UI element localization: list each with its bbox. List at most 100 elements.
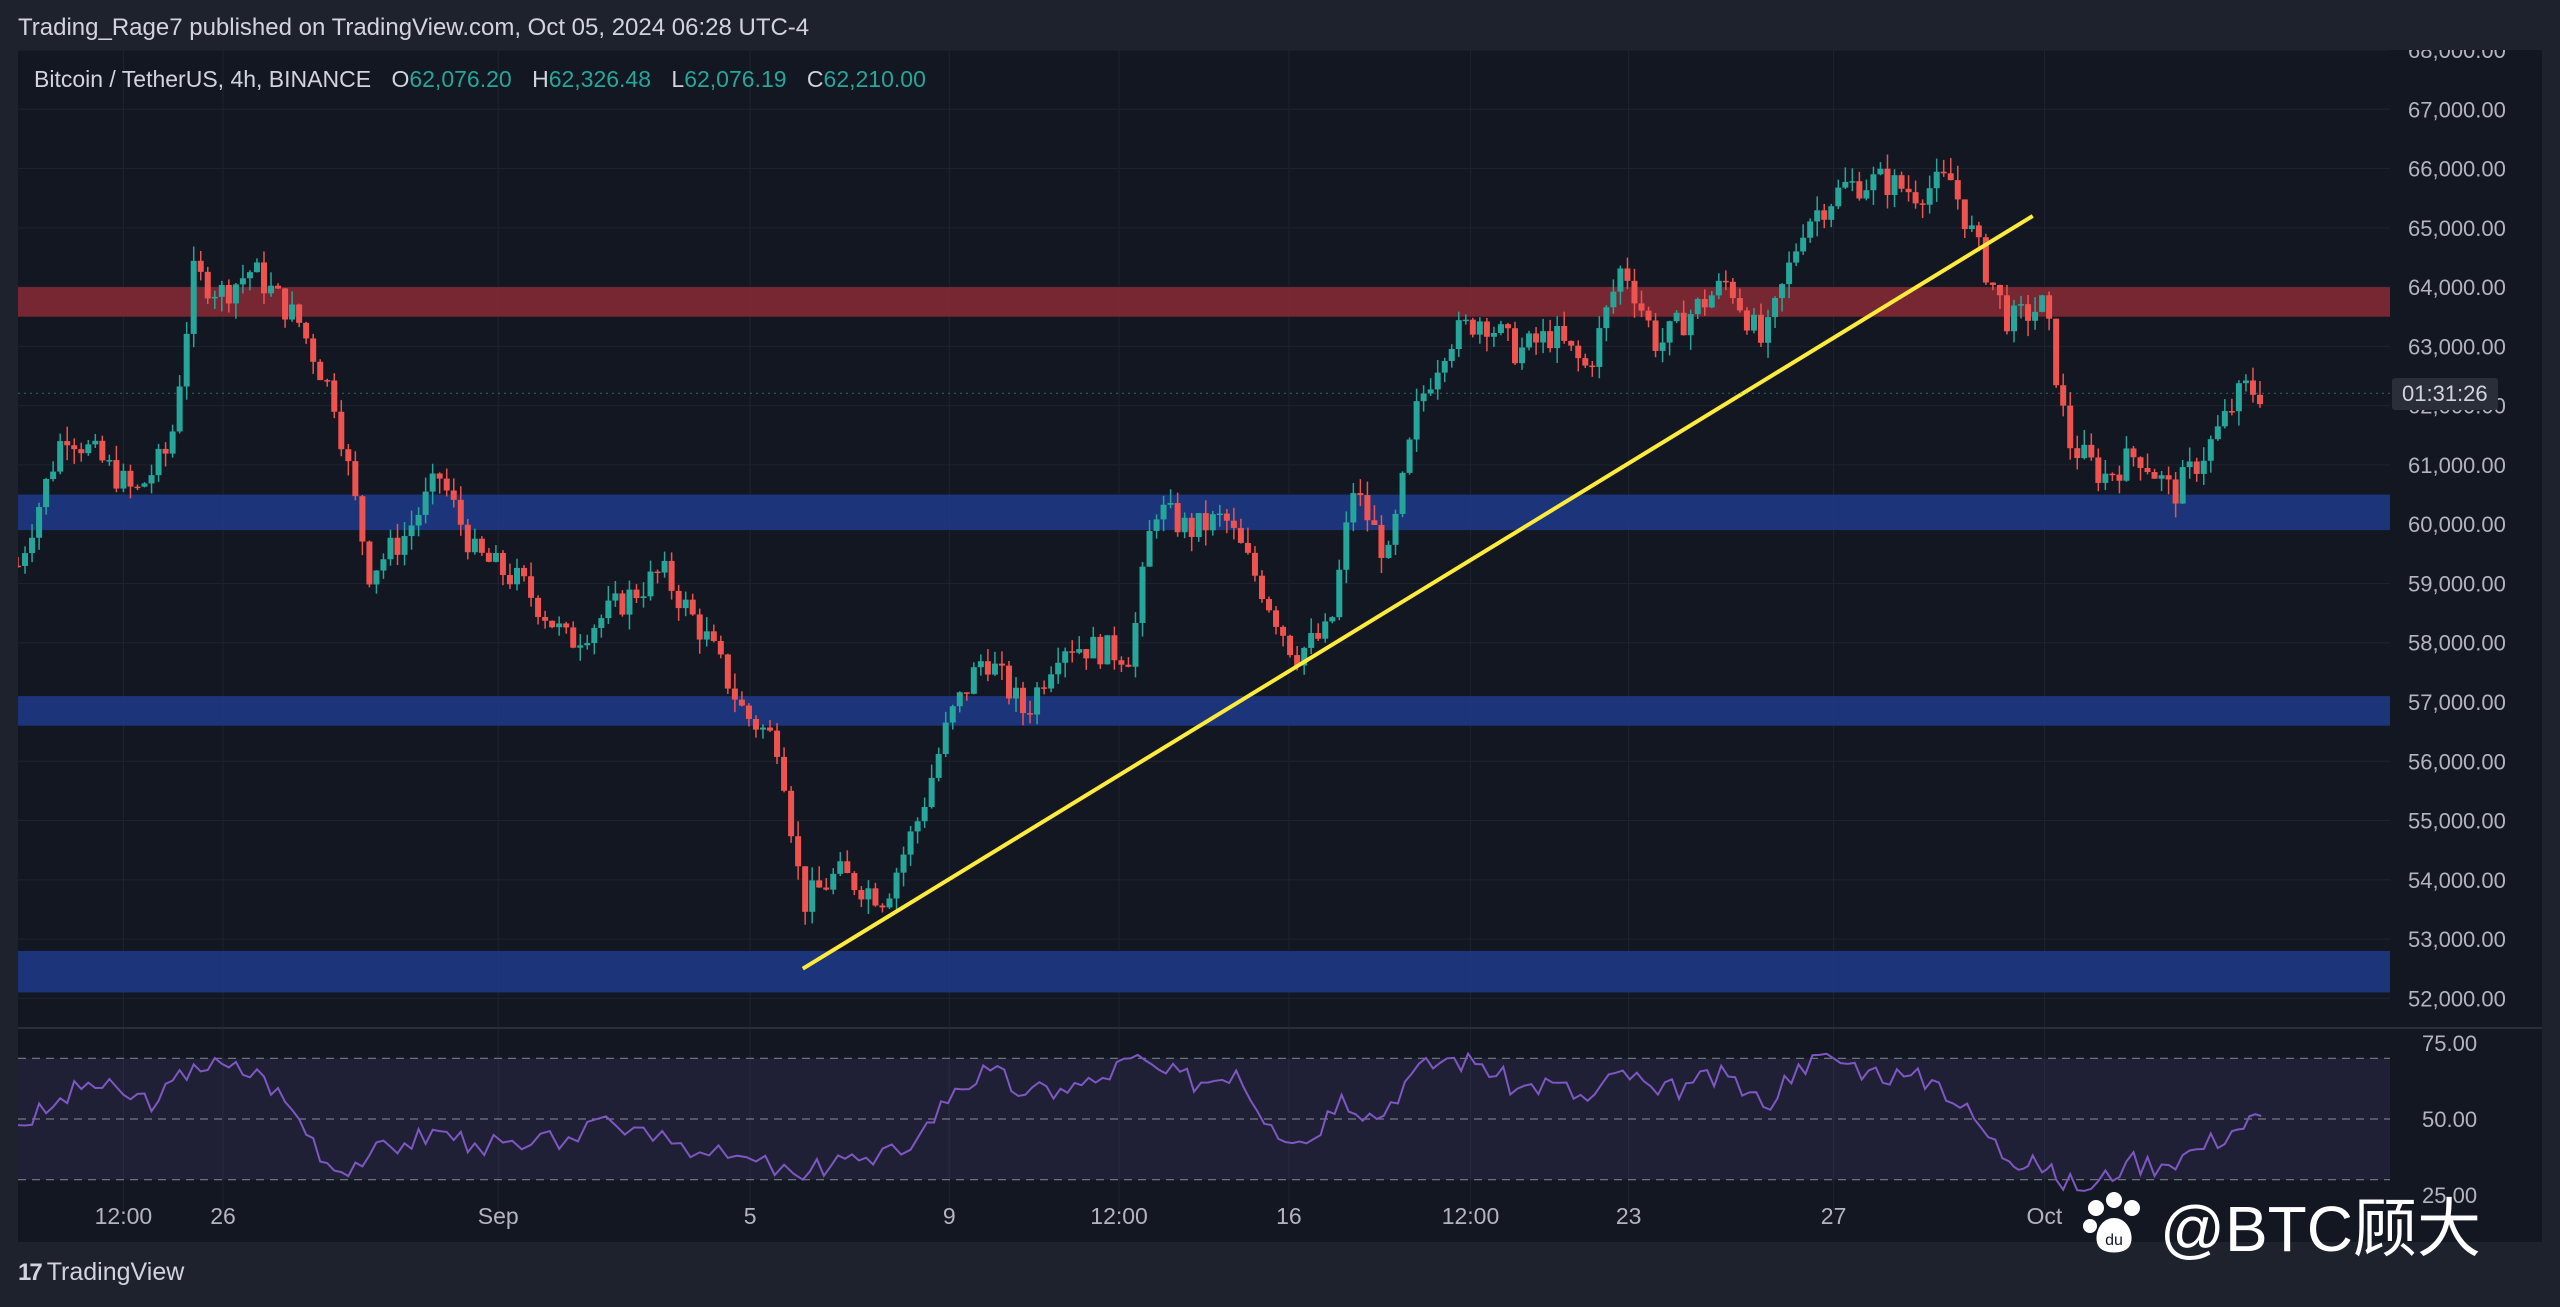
- candle-down: [506, 575, 513, 585]
- candle-down: [1020, 687, 1027, 714]
- candle-down: [1266, 599, 1273, 611]
- candle-up: [1048, 674, 1055, 689]
- candle-up: [141, 483, 148, 487]
- candle-down: [303, 322, 310, 339]
- candle-down: [2060, 385, 2067, 406]
- candle-up: [830, 873, 837, 890]
- candle-up: [591, 627, 598, 644]
- time-tick-label: 16: [1276, 1203, 1302, 1229]
- candle-down: [767, 727, 774, 731]
- candle-down: [331, 380, 338, 412]
- candle-down: [1680, 312, 1687, 336]
- candle-up: [1476, 321, 1483, 335]
- candle-up: [190, 260, 197, 334]
- candle-down: [872, 888, 879, 906]
- watermark-text: @BTC顾大: [2160, 1193, 2481, 1265]
- candle-up: [1793, 251, 1800, 263]
- candle-up: [155, 448, 162, 476]
- candle-up: [556, 623, 563, 628]
- close-value: 62,210.00: [823, 66, 926, 92]
- time-tick-label: 26: [210, 1203, 236, 1229]
- candle-down: [1589, 365, 1596, 368]
- candle-up: [907, 831, 914, 855]
- price-tick-label: 54,000.00: [2408, 868, 2506, 893]
- candle-down: [1315, 633, 1322, 639]
- candle-up: [1554, 325, 1561, 349]
- candle-up: [387, 537, 394, 560]
- support-zone: [18, 950, 2390, 993]
- candle-down: [2130, 448, 2137, 458]
- chart-frame[interactable]: 52,000.00 53,000.00 54,000.00 55,000.00 56,0…: [18, 50, 2542, 1242]
- candle-down: [738, 699, 745, 706]
- candle-down: [1729, 281, 1736, 299]
- candle-up: [928, 777, 935, 807]
- candle-down: [2249, 380, 2256, 395]
- candle-up: [1434, 372, 1441, 390]
- candle-down: [1736, 298, 1743, 311]
- candle-up: [949, 706, 956, 723]
- candle-down: [352, 461, 359, 497]
- candle-up: [1526, 333, 1533, 348]
- candle-up: [2221, 411, 2228, 427]
- candle-down: [197, 260, 204, 272]
- candle-up: [2186, 461, 2193, 468]
- high-value: 62,326.48: [548, 66, 652, 92]
- candle-down: [1561, 325, 1568, 341]
- candle-up: [1343, 522, 1350, 570]
- candle-up: [1863, 190, 1870, 199]
- candle-up: [2123, 448, 2130, 481]
- candle-down: [542, 616, 549, 621]
- candle-up: [809, 880, 816, 912]
- candle-down: [2046, 295, 2053, 319]
- candle-down: [1568, 340, 1575, 346]
- candle-up: [1891, 175, 1898, 196]
- candle-down: [1469, 319, 1476, 335]
- candle-up: [1772, 297, 1779, 318]
- candle-down: [1975, 225, 1982, 238]
- candle-up: [1322, 621, 1329, 639]
- candle-down: [710, 631, 717, 641]
- candle-up: [1455, 320, 1462, 349]
- candle-up: [408, 525, 415, 537]
- candle-up: [1807, 221, 1814, 238]
- candle-up: [43, 479, 50, 508]
- candle-up: [1160, 504, 1167, 520]
- candle-up: [1603, 307, 1610, 329]
- candle-up: [584, 643, 591, 646]
- candle-down: [1982, 237, 1989, 283]
- candle-up: [977, 661, 984, 668]
- time-tick-label: 12:00: [1090, 1203, 1148, 1229]
- candle-down: [1125, 664, 1132, 667]
- candle-down: [64, 441, 71, 446]
- candle-up: [36, 507, 43, 538]
- candle-up: [85, 444, 92, 454]
- candle-up: [865, 888, 872, 900]
- candle-down: [1251, 552, 1258, 576]
- candle-down: [1757, 314, 1764, 343]
- candle-up: [1490, 333, 1497, 337]
- candle-down: [1483, 321, 1490, 337]
- time-tick-label: Sep: [478, 1203, 519, 1229]
- candle-down: [2151, 472, 2158, 479]
- candle-down: [1378, 524, 1385, 558]
- candle-up: [2179, 467, 2186, 504]
- candle-up: [935, 754, 942, 778]
- candle-up: [1406, 439, 1413, 473]
- candle-down: [1357, 493, 1364, 496]
- price-chart[interactable]: 52,000.00 53,000.00 54,000.00 55,000.00 56,0…: [18, 50, 2542, 1242]
- candle-up: [106, 460, 113, 462]
- close-key: C: [806, 66, 824, 92]
- candle-down: [1961, 199, 1968, 230]
- candle-up: [1427, 389, 1434, 394]
- candle-down: [689, 599, 696, 615]
- support-zone: [18, 696, 2390, 726]
- candle-up: [92, 440, 99, 445]
- price-tick-label: 61,000.00: [2408, 453, 2506, 478]
- candle-down: [633, 589, 640, 599]
- tradingview-logo[interactable]: 17 TradingView: [18, 1258, 184, 1287]
- candle-up: [1216, 513, 1223, 516]
- candle-up: [289, 304, 296, 320]
- candle-down: [1287, 635, 1294, 656]
- candle-down: [1188, 517, 1195, 538]
- resistance-zone: [18, 287, 2390, 317]
